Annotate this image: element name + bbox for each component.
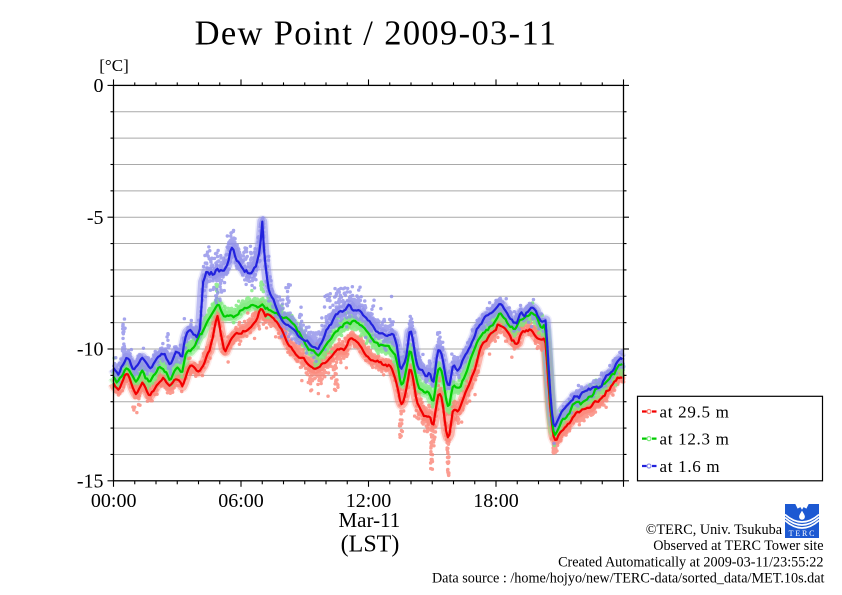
svg-text:TERC: TERC xyxy=(789,529,817,538)
svg-text:06:00: 06:00 xyxy=(218,490,264,512)
svg-text:Mar-11: Mar-11 xyxy=(339,508,401,532)
svg-text:Dew Point / 2009-03-11: Dew Point / 2009-03-11 xyxy=(195,15,558,53)
svg-text:Data source : /home/hojyo/new/: Data source : /home/hojyo/new/TERC-data/… xyxy=(432,571,825,587)
svg-text:-15: -15 xyxy=(77,470,104,492)
svg-text:Created Automatically at 2009-: Created Automatically at 2009-03-11/23:5… xyxy=(558,554,823,570)
svg-text:at 1.6 m: at 1.6 m xyxy=(660,457,721,476)
svg-text:-5: -5 xyxy=(87,207,104,229)
svg-text:at 12.3 m: at 12.3 m xyxy=(660,430,730,449)
svg-text:©TERC, Univ. Tsukuba: ©TERC, Univ. Tsukuba xyxy=(646,522,783,538)
svg-text:Observed at TERC Tower site: Observed at TERC Tower site xyxy=(653,538,823,554)
svg-text:(LST): (LST) xyxy=(341,532,400,558)
svg-text:at 29.5 m: at 29.5 m xyxy=(660,403,730,422)
svg-text:00:00: 00:00 xyxy=(91,490,137,512)
svg-text:18:00: 18:00 xyxy=(473,490,519,512)
svg-text:-10: -10 xyxy=(77,339,104,361)
svg-text:[°C]: [°C] xyxy=(99,56,128,75)
svg-text:12:00: 12:00 xyxy=(346,490,392,512)
svg-text:0: 0 xyxy=(94,75,104,97)
